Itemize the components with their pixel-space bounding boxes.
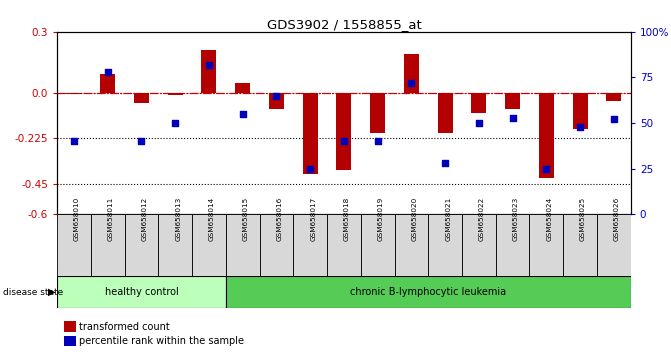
Bar [370, 93, 385, 133]
Point [541, 166, 552, 171]
Point [305, 166, 315, 171]
FancyBboxPatch shape [57, 276, 225, 308]
FancyBboxPatch shape [361, 214, 395, 276]
Point [575, 124, 586, 130]
FancyBboxPatch shape [395, 214, 428, 276]
Text: GSM658022: GSM658022 [479, 196, 485, 241]
Text: GSM658021: GSM658021 [445, 196, 451, 241]
Point [474, 120, 484, 126]
Point [203, 62, 214, 68]
Bar [539, 93, 554, 178]
Text: GSM658014: GSM658014 [209, 196, 215, 241]
FancyBboxPatch shape [57, 214, 91, 276]
FancyBboxPatch shape [91, 214, 125, 276]
Point [271, 93, 282, 98]
Bar [168, 93, 183, 95]
FancyBboxPatch shape [597, 214, 631, 276]
Text: GSM658020: GSM658020 [411, 196, 417, 241]
Bar [100, 74, 115, 93]
Text: GSM658016: GSM658016 [276, 196, 282, 241]
Bar [607, 93, 621, 101]
Text: chronic B-lymphocytic leukemia: chronic B-lymphocytic leukemia [350, 287, 507, 297]
FancyBboxPatch shape [158, 214, 192, 276]
FancyBboxPatch shape [125, 214, 158, 276]
Text: GSM658018: GSM658018 [344, 196, 350, 241]
Text: GSM658017: GSM658017 [310, 196, 316, 241]
Text: GSM658025: GSM658025 [580, 196, 586, 241]
Point [102, 69, 113, 75]
FancyBboxPatch shape [529, 214, 563, 276]
FancyBboxPatch shape [192, 214, 225, 276]
FancyBboxPatch shape [225, 214, 260, 276]
Bar [269, 93, 284, 109]
Bar [303, 93, 318, 174]
Bar [66, 93, 81, 94]
Text: transformed count: transformed count [79, 322, 170, 332]
Bar [572, 93, 588, 129]
Bar [201, 50, 217, 93]
FancyBboxPatch shape [428, 214, 462, 276]
Bar [235, 82, 250, 93]
FancyBboxPatch shape [462, 214, 496, 276]
Point [440, 160, 450, 166]
Text: disease state: disease state [3, 287, 64, 297]
FancyBboxPatch shape [327, 214, 361, 276]
Point [68, 138, 79, 144]
Point [339, 138, 350, 144]
Bar [505, 93, 520, 109]
Point [406, 80, 417, 86]
FancyBboxPatch shape [563, 214, 597, 276]
Text: GSM658010: GSM658010 [74, 196, 80, 241]
Point [136, 138, 147, 144]
Text: GSM658015: GSM658015 [243, 196, 249, 241]
Point [238, 111, 248, 117]
Title: GDS3902 / 1558855_at: GDS3902 / 1558855_at [266, 18, 421, 31]
Point [507, 115, 518, 120]
Text: percentile rank within the sample: percentile rank within the sample [79, 336, 244, 346]
Bar [64, 336, 76, 346]
FancyBboxPatch shape [260, 214, 293, 276]
Text: GSM658013: GSM658013 [175, 196, 181, 241]
Bar [134, 93, 149, 103]
Bar [336, 93, 352, 170]
Point [170, 120, 180, 126]
Text: GSM658023: GSM658023 [513, 196, 519, 241]
Point [372, 138, 383, 144]
FancyBboxPatch shape [496, 214, 529, 276]
Text: GSM658024: GSM658024 [546, 196, 552, 241]
FancyBboxPatch shape [293, 214, 327, 276]
Bar [471, 93, 486, 113]
FancyBboxPatch shape [225, 276, 631, 308]
Bar [404, 54, 419, 93]
Point [609, 116, 619, 122]
Bar [64, 321, 76, 332]
Text: GSM658019: GSM658019 [378, 196, 384, 241]
Text: GSM658026: GSM658026 [614, 196, 620, 241]
Bar [437, 93, 453, 133]
Text: ▶: ▶ [48, 287, 55, 297]
Text: GSM658012: GSM658012 [142, 196, 148, 241]
Text: healthy control: healthy control [105, 287, 178, 297]
Text: GSM658011: GSM658011 [107, 196, 113, 241]
